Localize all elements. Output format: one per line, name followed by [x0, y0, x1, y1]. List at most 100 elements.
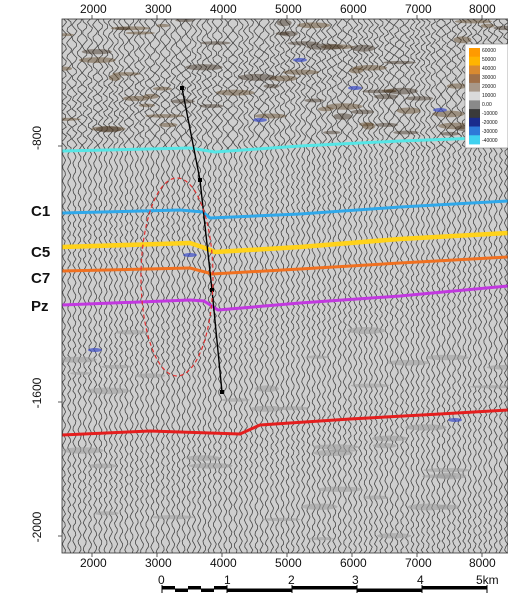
amplitude-patch: [88, 464, 117, 469]
amplitude-patch: [405, 424, 446, 430]
amplitude-patch: [277, 406, 309, 410]
amplitude-patch: [362, 90, 396, 94]
scale-label: 3: [352, 573, 359, 587]
amplitude-patch: [373, 443, 397, 448]
amplitude-patch: [347, 327, 386, 334]
colorbar-swatch: [469, 135, 480, 144]
amplitude-patch: [437, 505, 460, 510]
amplitude-patch: [123, 96, 150, 101]
amplitude-patch: [397, 108, 421, 114]
colorbar-label: -30000: [482, 129, 498, 135]
amplitude-patch: [305, 355, 328, 358]
amplitude-patch: [304, 99, 323, 103]
amplitude-patch: [94, 511, 119, 515]
scale-segment: [175, 589, 188, 592]
x-tick-label-bottom: 2000: [80, 556, 107, 570]
amplitude-patch: [453, 36, 471, 43]
colorbar-swatch: [469, 118, 480, 127]
horizon-label-pz: Pz: [31, 298, 49, 315]
fault-node: [198, 178, 202, 182]
scale-label: 4: [417, 573, 424, 587]
amplitude-patch: [455, 20, 492, 24]
y-tick-label: -1600: [30, 374, 44, 412]
amplitude-patch: [82, 49, 112, 54]
amplitude-patch: [448, 418, 462, 422]
amplitude-patch: [96, 126, 122, 132]
fault-node: [210, 288, 214, 292]
x-tick-label-top: 5000: [275, 2, 302, 16]
amplitude-patch: [159, 123, 178, 127]
amplitude-patch: [255, 385, 279, 392]
amplitude-patch: [216, 90, 255, 96]
x-tick-label-top: 8000: [469, 2, 496, 16]
amplitude-patch: [115, 330, 146, 335]
x-tick-label-top: 6000: [340, 2, 367, 16]
amplitude-patch: [405, 96, 433, 100]
amplitude-patch: [393, 131, 418, 135]
colorbar-swatch: [469, 100, 480, 109]
amplitude-patch: [109, 74, 121, 81]
amplitude-patch: [57, 67, 72, 71]
amplitude-patch: [423, 468, 470, 472]
amplitude-patch: [255, 114, 287, 119]
amplitude-patch: [135, 373, 165, 378]
amplitude-patch: [200, 104, 224, 108]
x-tick-label-bottom: 4000: [210, 556, 237, 570]
amplitude-patch: [45, 118, 81, 121]
amplitude-patch: [351, 384, 390, 388]
amplitude-patch: [145, 114, 184, 118]
amplitude-patch: [363, 496, 389, 500]
amplitude-patch: [185, 64, 222, 70]
amplitude-patch: [309, 537, 335, 540]
amplitude-patch: [183, 253, 197, 257]
x-tick-label-top: 3000: [145, 2, 172, 16]
amplitude-patch: [263, 518, 301, 521]
amplitude-patch: [328, 449, 358, 452]
scale-segment: [357, 589, 422, 592]
scale-segment: [201, 589, 214, 592]
x-tick-label-bottom: 6000: [340, 556, 367, 570]
colorbar-swatch: [469, 127, 480, 136]
amplitude-patch: [152, 515, 194, 519]
amplitude-patch: [189, 463, 233, 469]
colorbar-label: -20000: [482, 120, 498, 126]
scale-label: 2: [288, 573, 295, 587]
colorbar-label: 10000: [482, 93, 496, 99]
colorbar-swatch: [469, 92, 480, 101]
colorbar-swatch: [469, 109, 480, 118]
colorbar-label: 20000: [482, 84, 496, 90]
colorbar-label: 50000: [482, 57, 496, 63]
amplitude-patch: [283, 70, 319, 75]
amplitude-patch: [302, 504, 338, 510]
amplitude-patch: [277, 20, 292, 27]
scale-segment: [188, 586, 201, 589]
amplitude-patch: [79, 57, 116, 63]
amplitude-patch: [318, 107, 334, 111]
amplitude-patch: [221, 398, 250, 402]
scale-label: 0: [158, 573, 165, 587]
amplitude-patch: [387, 360, 429, 366]
amplitude-patch: [377, 533, 411, 538]
amplitude-patch: [323, 131, 340, 135]
colorbar-label: -40000: [482, 138, 498, 144]
scale-label: 5km: [476, 573, 499, 587]
amplitude-patch: [125, 32, 155, 35]
amplitude-patch: [383, 61, 416, 64]
colorbar-label: -10000: [482, 111, 498, 117]
amplitude-patch: [333, 113, 352, 120]
amplitude-patch: [353, 65, 387, 71]
amplitude-patch: [359, 122, 374, 126]
amplitude-patch: [253, 118, 267, 122]
colorbar-label: 60000: [482, 48, 496, 54]
amplitude-patch: [440, 132, 460, 136]
amplitude-patch: [293, 58, 307, 62]
amplitude-patch: [88, 348, 102, 352]
amplitude-patch: [63, 447, 104, 453]
y-tick-label: -2000: [30, 508, 44, 546]
amplitude-patch: [276, 32, 290, 35]
x-tick-label-bottom: 5000: [275, 556, 302, 570]
scale-label: 1: [224, 573, 231, 587]
scale-segment: [292, 586, 357, 589]
amplitude-patch: [374, 94, 398, 99]
